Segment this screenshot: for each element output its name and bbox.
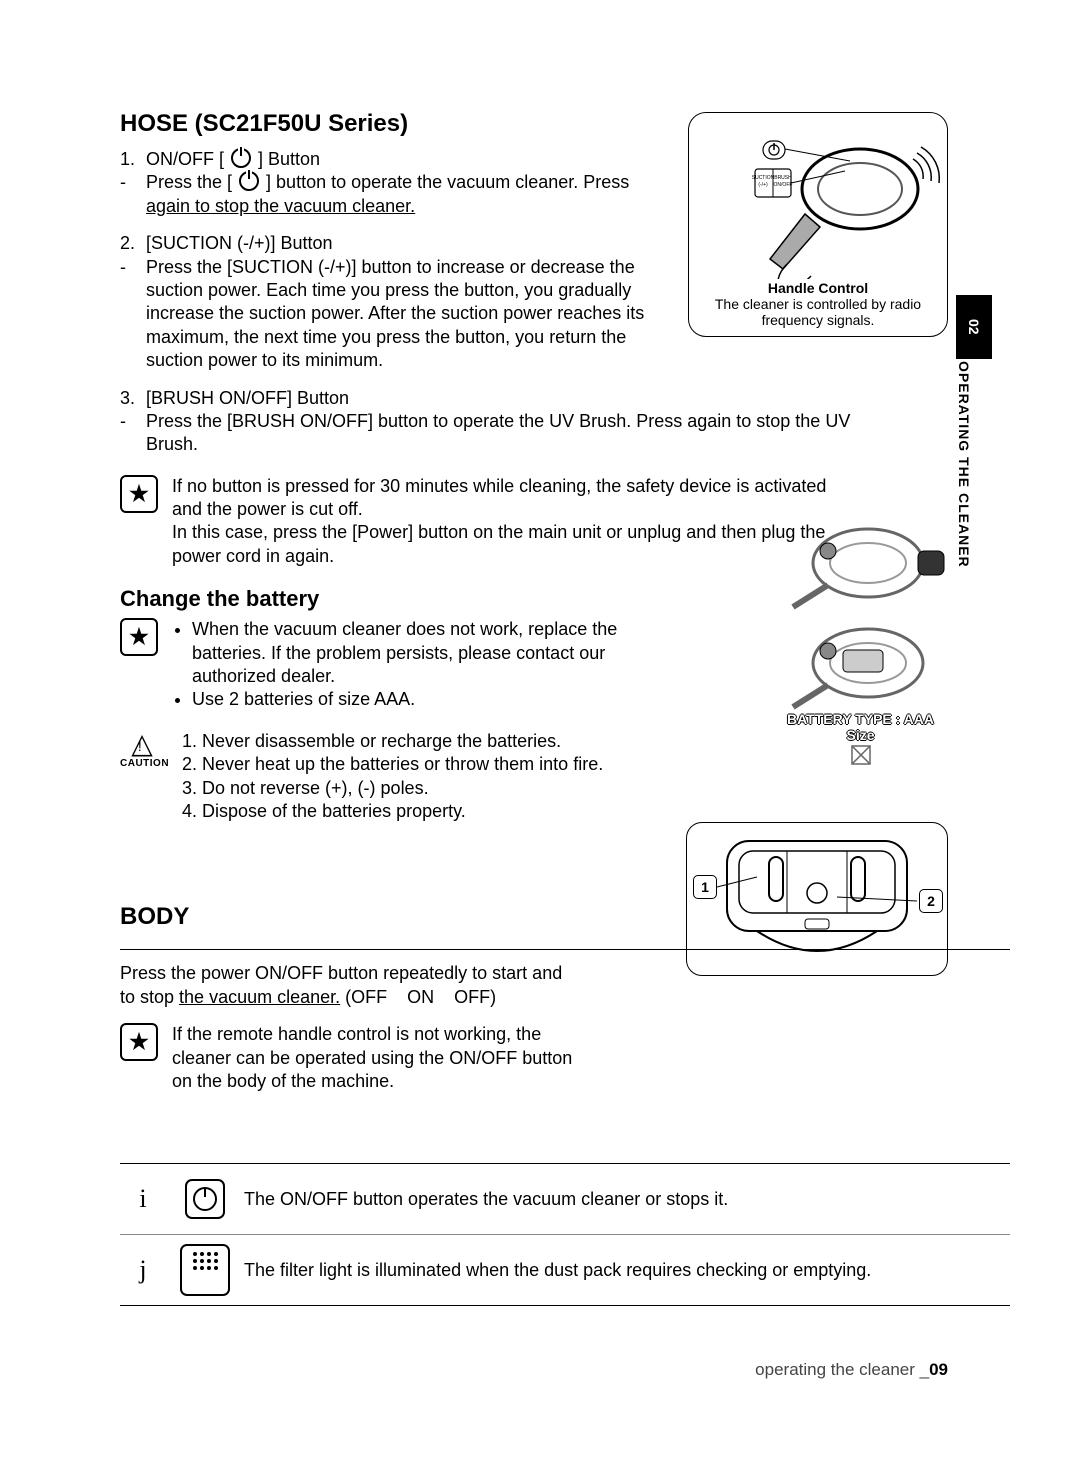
list-item: When the vacuum cleaner does not work, r… — [192, 618, 680, 688]
row-key: j — [120, 1255, 166, 1285]
battery-images: BATTERY TYPE : AAA Size — [773, 515, 948, 773]
list-item: Never heat up the batteries or throw the… — [202, 753, 680, 776]
battery-type-caption: BATTERY TYPE : AAA Size — [773, 711, 948, 743]
row-text: The filter light is illuminated when the… — [244, 1260, 1010, 1281]
table-row: i The ON/OFF button operates the vacuum … — [120, 1164, 1010, 1235]
hose-item-1: 1. ON/OFF [ ] Button - Press the [ ] but… — [120, 148, 675, 218]
item-number: 3. — [120, 387, 146, 410]
list-item: Use 2 batteries of size AAA. — [192, 688, 680, 711]
row-key: i — [120, 1184, 166, 1214]
list-item: Do not reverse (+), (-) poles. — [202, 777, 680, 800]
caution-icon: △! CAUTION — [120, 730, 168, 824]
body-figure: 1 2 — [686, 822, 948, 976]
callout-2: 2 — [919, 889, 943, 913]
svg-text:(-/+): (-/+) — [758, 182, 768, 188]
svg-text:SUCTION: SUCTION — [752, 175, 775, 181]
power-button-icon — [185, 1179, 225, 1219]
tab-label: OPERATING THE CLEANER — [956, 359, 972, 568]
dash: - — [120, 410, 146, 457]
filter-icon — [180, 1244, 230, 1296]
section-side-tab: 02 OPERATING THE CLEANER — [956, 295, 992, 568]
item-number: 2. — [120, 232, 146, 255]
handle-control-figure: SUCTION (-/+) BRUSH ON/OFF Handle Contro… — [688, 112, 948, 337]
table-row: j The filter light is illuminated when t… — [120, 1235, 1010, 1306]
page-footer: operating the cleaner _09 — [755, 1360, 948, 1380]
power-icon — [239, 171, 259, 191]
dash: - — [120, 171, 146, 218]
list-item: Never disassemble or recharge the batter… — [202, 730, 680, 753]
hose-item-3: 3. [BRUSH ON/OFF] Button - Press the [BR… — [120, 387, 880, 457]
svg-text:ON/OFF: ON/OFF — [774, 182, 793, 188]
callout-1: 1 — [693, 875, 717, 899]
svg-text:BRUSH: BRUSH — [774, 175, 792, 181]
item-number: 1. — [120, 148, 146, 171]
body-note: If the remote handle control is not work… — [172, 1023, 580, 1093]
power-icon — [231, 148, 251, 168]
tab-number: 02 — [956, 295, 992, 359]
caution-list: Never disassemble or recharge the batter… — [202, 730, 680, 824]
dash: - — [120, 256, 146, 373]
list-item: Dispose of the batteries property. — [202, 800, 680, 823]
battery-bullets: When the vacuum cleaner does not work, r… — [192, 618, 680, 712]
star-note-icon: ★ — [120, 1023, 158, 1061]
cross-icon — [773, 743, 948, 773]
star-note-icon: ★ — [120, 618, 158, 656]
handle-caption: Handle Control The cleaner is controlled… — [689, 280, 947, 328]
feature-table: i The ON/OFF button operates the vacuum … — [120, 1163, 1010, 1306]
hose-title: HOSE (SC21F50U Series) — [120, 110, 675, 138]
row-text: The ON/OFF button operates the vacuum cl… — [244, 1189, 1010, 1210]
hose-note: If no button is pressed for 30 minutes w… — [172, 475, 860, 569]
body-intro: Press the power ON/OFF button repeatedly… — [120, 962, 570, 1009]
hose-item-2: 2. [SUCTION (-/+)] Button - Press the [S… — [120, 232, 675, 372]
star-note-icon: ★ — [120, 475, 158, 513]
